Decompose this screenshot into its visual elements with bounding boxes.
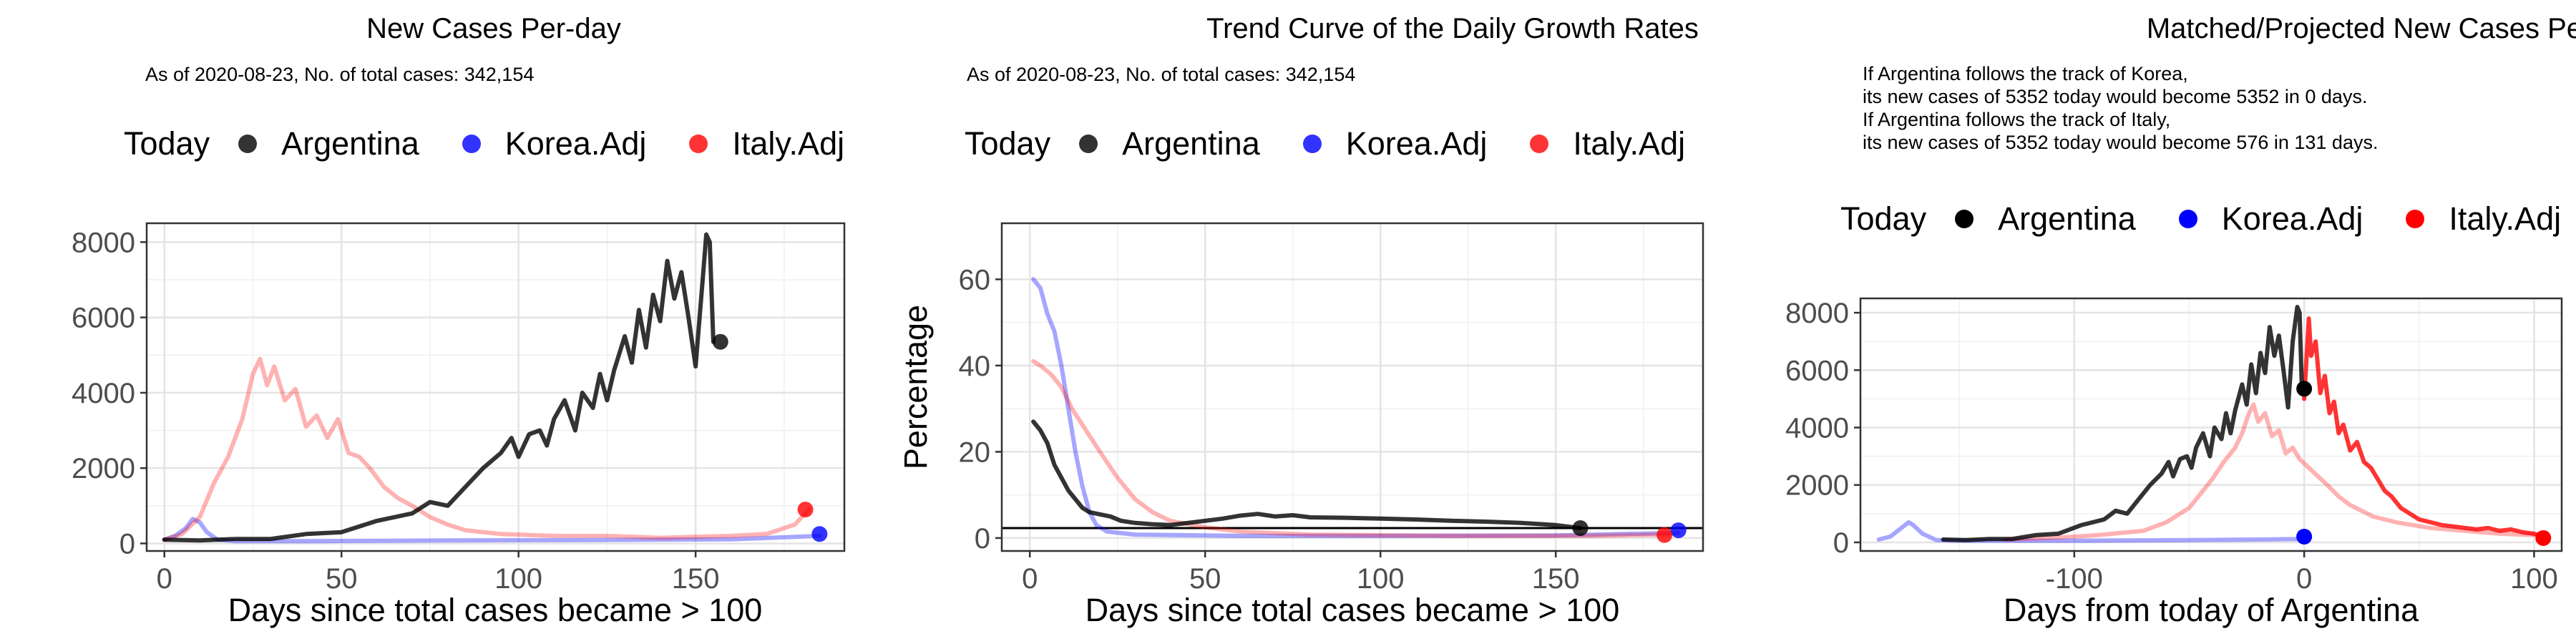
chart-new-cases: 0 50 100 150 0 2000 4000 6000 8000 Days since tot… bbox=[72, 222, 846, 628]
y-tick-label: 20 bbox=[959, 436, 991, 468]
series-line-argentina bbox=[162, 232, 716, 543]
legend-title: Today bbox=[965, 125, 1051, 162]
chart-title: New Cases Per-day bbox=[366, 13, 621, 44]
legend-swatch-italy bbox=[2406, 210, 2425, 228]
today-point-korea-adj bbox=[2296, 528, 2313, 545]
panel-growth-rates: Trend Curve of the Daily Growth Rates As… bbox=[859, 0, 1717, 644]
chart-subtitle: As of 2020-08-23, No. of total cases: 34… bbox=[145, 64, 535, 85]
x-tick-label: 100 bbox=[2510, 563, 2558, 595]
today-point-italy-adj bbox=[1657, 527, 1673, 543]
y-tick-label: 4000 bbox=[1785, 413, 1849, 444]
plot-border bbox=[1859, 297, 2563, 552]
y-tick-label: 6000 bbox=[72, 303, 135, 334]
today-point-korea-adj bbox=[811, 526, 828, 542]
today-point-argentina bbox=[712, 333, 728, 350]
legend-label-italy: Italy.Adj bbox=[2449, 200, 2562, 237]
plot-border bbox=[145, 222, 846, 552]
today-point-italy-adj bbox=[797, 502, 814, 518]
series-line-argentina bbox=[1031, 419, 1583, 531]
x-tick-label: 100 bbox=[494, 563, 542, 595]
panel-projected: Matched/Projected New Cases Per-day If A… bbox=[1717, 0, 2576, 644]
y-axis-label: Percentage bbox=[897, 305, 934, 469]
legend: Today Argentina Korea.Adj Italy.Adj bbox=[1840, 200, 2576, 238]
chart-growth-rates: 0 50 100 150 0 20 40 60 Days since total cases b… bbox=[897, 222, 1704, 628]
series-line-italy-adj bbox=[162, 356, 811, 542]
legend-label-italy: Italy.Adj bbox=[1573, 125, 1686, 162]
x-axis-label: Days from today of Argentina bbox=[2004, 592, 2419, 628]
legend-title: Today bbox=[1840, 200, 1927, 237]
plot-area bbox=[1860, 298, 2562, 551]
legend-swatch-korea bbox=[462, 135, 481, 153]
plot-border bbox=[1000, 222, 1704, 552]
projection-note-3: If Argentina follows the track of Italy, bbox=[1863, 109, 2171, 130]
x-tick-label: 50 bbox=[1189, 563, 1221, 595]
legend-label-korea: Korea.Adj bbox=[2221, 200, 2363, 237]
x-tick-label: 0 bbox=[157, 563, 172, 595]
series-line-argentina bbox=[1941, 305, 2304, 542]
y-tick-label: 8000 bbox=[72, 227, 135, 258]
legend-title: Today bbox=[124, 125, 210, 162]
x-tick-label: -100 bbox=[2046, 563, 2103, 595]
y-tick-label: 0 bbox=[119, 528, 135, 560]
today-point-korea-adj bbox=[1670, 522, 1687, 539]
chart-title: Matched/Projected New Cases Per-day bbox=[2146, 13, 2576, 44]
legend-swatch-korea bbox=[1302, 135, 1322, 153]
x-tick-label: 0 bbox=[1022, 563, 1038, 595]
legend-label-korea: Korea.Adj bbox=[504, 125, 647, 162]
y-tick-label: 4000 bbox=[72, 378, 135, 409]
x-tick-label: 150 bbox=[672, 563, 720, 595]
plot-area bbox=[1002, 223, 1703, 551]
series-line-korea-adj bbox=[1876, 519, 2307, 543]
x-tick-label: 100 bbox=[1357, 563, 1405, 595]
legend-swatch-argentina bbox=[1079, 135, 1098, 153]
legend-label-italy: Italy.Adj bbox=[732, 125, 845, 162]
chart-title: Trend Curve of the Daily Growth Rates bbox=[1206, 13, 1699, 44]
x-axis-label: Days since total cases became > 100 bbox=[1085, 592, 1620, 628]
y-tick-label: 60 bbox=[959, 264, 991, 296]
legend-swatch-italy bbox=[1530, 135, 1549, 153]
legend-label-argentina: Argentina bbox=[1122, 125, 1260, 162]
series-line-italy-adj-past bbox=[2003, 402, 2537, 542]
x-tick-label: 0 bbox=[2296, 563, 2312, 595]
series-line-italy-adj bbox=[1031, 358, 1670, 538]
legend-swatch-argentina bbox=[1955, 210, 1974, 228]
projection-note-4: its new cases of 5352 today would become… bbox=[1863, 132, 2379, 153]
legend-swatch-korea bbox=[2178, 210, 2197, 228]
legend: Today Argentina Korea.Adj Italy.Adj bbox=[124, 125, 887, 162]
today-point-italy-adj bbox=[2535, 530, 2552, 546]
legend-label-argentina: Argentina bbox=[281, 125, 419, 162]
legend-swatch-italy bbox=[689, 135, 708, 153]
chart-subtitle: As of 2020-08-23, No. of total cases: 34… bbox=[967, 64, 1356, 85]
panel-new-cases: New Cases Per-day As of 2020-08-23, No. … bbox=[0, 0, 859, 644]
today-point-argentina bbox=[2296, 381, 2313, 397]
y-tick-label: 0 bbox=[975, 523, 990, 555]
plot-area bbox=[147, 223, 844, 551]
y-tick-label: 2000 bbox=[1785, 470, 1849, 502]
series-line-italy-adj-projected bbox=[2302, 316, 2541, 537]
y-tick-label: 40 bbox=[959, 351, 991, 382]
legend-label-argentina: Argentina bbox=[1998, 200, 2136, 237]
y-tick-label: 8000 bbox=[1785, 298, 1849, 329]
x-axis-label: Days since total cases became > 100 bbox=[228, 592, 763, 628]
y-tick-label: 6000 bbox=[1785, 355, 1849, 386]
today-point-argentina bbox=[1572, 520, 1589, 537]
series-line-korea-adj bbox=[1031, 277, 1681, 538]
projection-note-2: its new cases of 5352 today would become… bbox=[1863, 86, 2368, 107]
y-tick-label: 0 bbox=[1833, 527, 1849, 559]
legend-label-korea: Korea.Adj bbox=[1345, 125, 1488, 162]
legend: Today Argentina Korea.Adj Italy.Adj bbox=[965, 125, 1728, 162]
y-tick-label: 2000 bbox=[72, 453, 135, 484]
x-tick-label: 150 bbox=[1532, 563, 1580, 595]
legend-swatch-argentina bbox=[238, 135, 258, 153]
projection-note-1: If Argentina follows the track of Korea, bbox=[1863, 63, 2188, 84]
x-tick-label: 50 bbox=[326, 563, 358, 595]
